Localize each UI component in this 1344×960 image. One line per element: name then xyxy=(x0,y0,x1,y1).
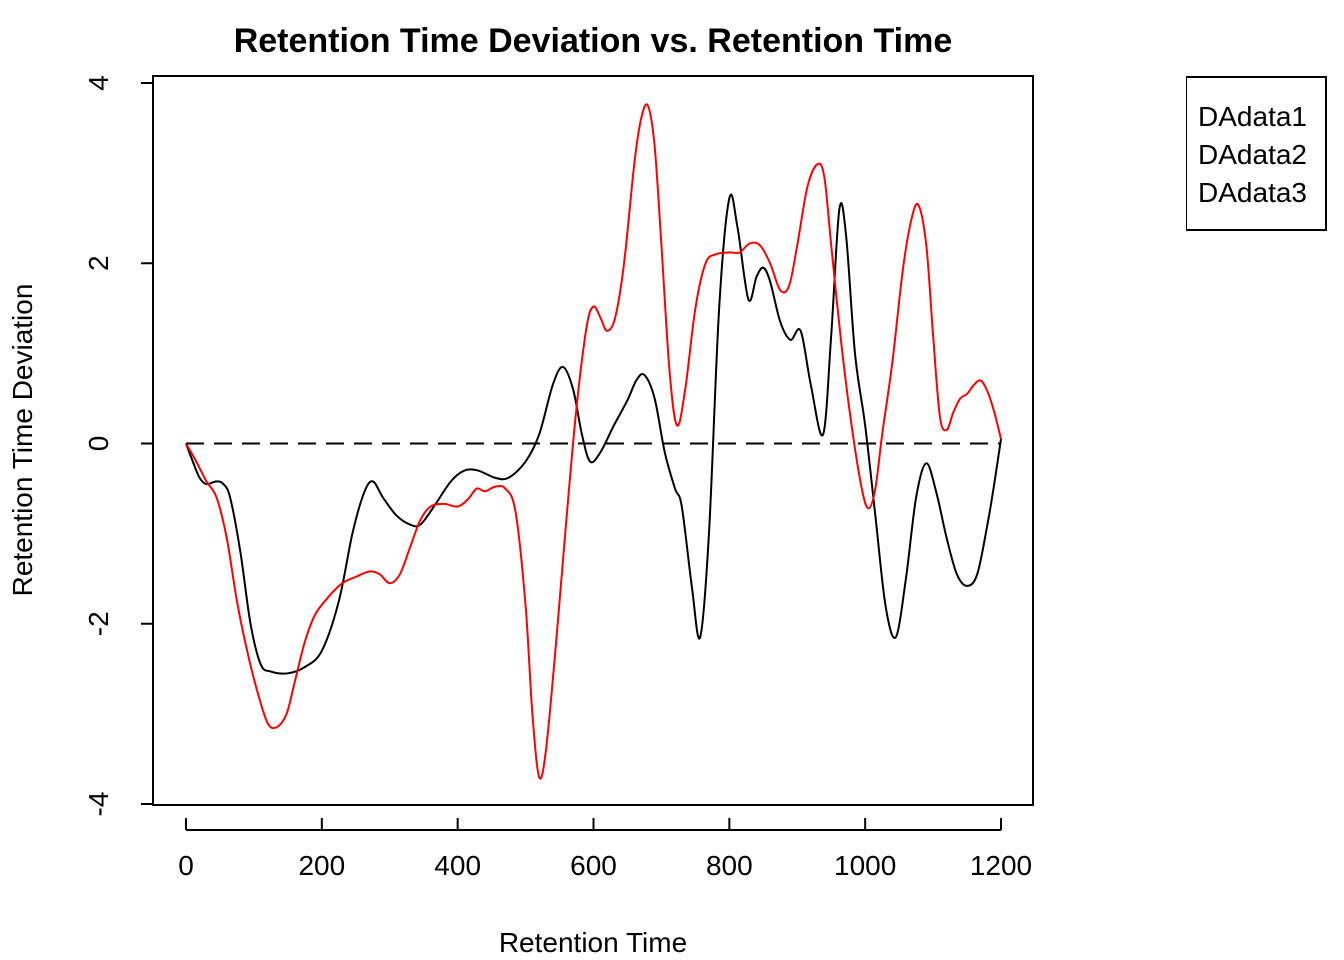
legend-item-2: DAdata2 xyxy=(1198,139,1307,170)
y-tick-label: 4 xyxy=(83,75,114,91)
y-tick-label: -4 xyxy=(83,792,114,817)
legend-item-1: DAdata1 xyxy=(1198,101,1307,132)
x-axis: 0 200 400 600 800 1000 1200 xyxy=(178,818,1032,881)
y-tick-label: 2 xyxy=(83,255,114,271)
series-line-red xyxy=(185,103,1002,780)
series-layer xyxy=(185,103,1002,780)
x-tick-label: 1200 xyxy=(970,850,1032,881)
y-axis-label: Retention Time Deviation xyxy=(7,284,38,597)
x-axis-label: Retention Time xyxy=(499,927,687,958)
chart-title: Retention Time Deviation vs. Retention T… xyxy=(234,22,953,60)
x-tick-label: 800 xyxy=(706,850,753,881)
legend-box xyxy=(1185,76,1327,231)
y-tick-label: -2 xyxy=(83,611,114,636)
x-tick-label: 1000 xyxy=(834,850,896,881)
y-tick-label: 0 xyxy=(83,436,114,452)
series-line-black xyxy=(185,193,1002,675)
plot-frame xyxy=(152,75,1034,806)
x-tick-label: 600 xyxy=(570,850,617,881)
y-axis: -4 -2 0 2 4 xyxy=(83,75,154,817)
legend-item-3: DAdata3 xyxy=(1198,177,1307,208)
x-tick-label: 400 xyxy=(434,850,481,881)
legend: DAdata1 DAdata2 DAdata3 xyxy=(1176,70,1327,240)
x-tick-label: 200 xyxy=(298,850,345,881)
legend-clip-cover xyxy=(1176,70,1186,240)
x-tick-label: 0 xyxy=(178,850,194,881)
